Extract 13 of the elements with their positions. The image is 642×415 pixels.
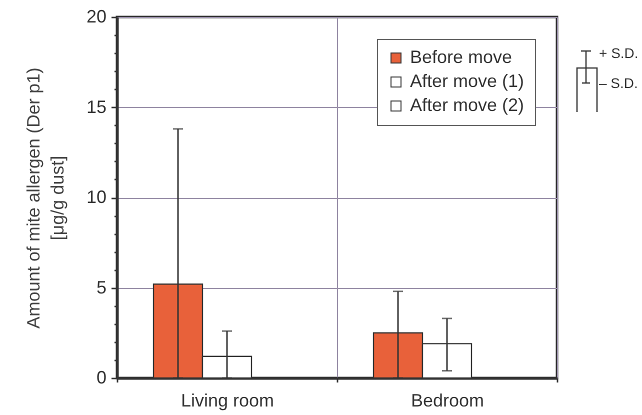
legend-label: After move (1) (410, 71, 524, 91)
text: + S.D. (599, 45, 638, 61)
y-tick-label: 10 (86, 187, 106, 207)
x-tick-label: Living room (180, 390, 274, 410)
y-tick-label: 20 (86, 6, 106, 26)
y-tick-label: 0 (96, 368, 106, 388)
y-axis-title: Amount of mite allergen (Der p1) [μg/g dust] (23, 67, 68, 329)
y-tick-label: 5 (96, 277, 106, 298)
y-tick-label: 15 (86, 96, 106, 117)
text: – S.D. (599, 75, 638, 91)
x-tick-label: Bedroom (410, 390, 484, 410)
legend-label: After move (2) (410, 95, 524, 115)
legend-label: Before move (410, 47, 512, 67)
